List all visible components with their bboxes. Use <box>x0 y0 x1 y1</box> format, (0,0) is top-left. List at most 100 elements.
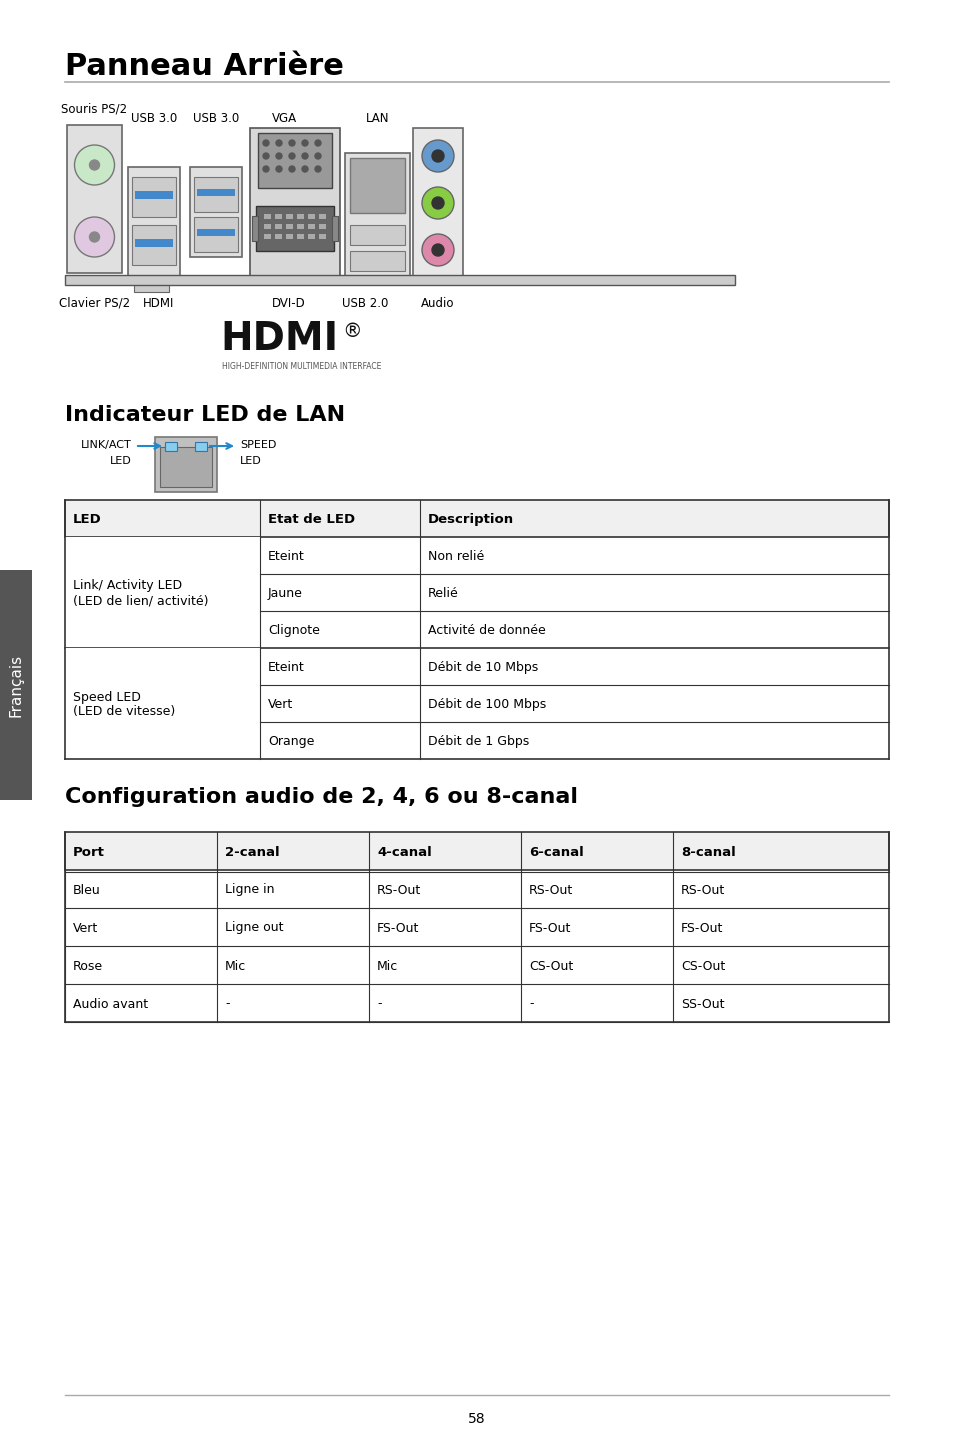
Bar <box>194 442 207 451</box>
Text: RS-Out: RS-Out <box>529 883 573 896</box>
Bar <box>264 225 271 229</box>
Bar <box>160 446 212 487</box>
Text: USB 3.0: USB 3.0 <box>193 112 239 124</box>
Text: HDMI: HDMI <box>220 321 337 358</box>
Bar <box>154 436 216 492</box>
Bar <box>332 216 337 240</box>
Text: HDMI: HDMI <box>143 298 174 311</box>
Text: -: - <box>529 997 533 1010</box>
Text: -: - <box>376 997 381 1010</box>
Text: 4-canal: 4-canal <box>376 846 432 859</box>
Bar <box>67 124 122 273</box>
Bar <box>318 215 326 219</box>
Circle shape <box>302 140 308 146</box>
Text: USB 3.0: USB 3.0 <box>131 112 177 124</box>
Circle shape <box>432 197 443 209</box>
Bar <box>252 216 257 240</box>
Circle shape <box>314 153 320 159</box>
Circle shape <box>421 235 454 266</box>
Circle shape <box>289 166 294 172</box>
Bar <box>135 190 172 199</box>
Bar <box>296 215 304 219</box>
Bar <box>318 235 326 239</box>
Bar <box>286 235 293 239</box>
Text: Panneau Arrière: Panneau Arrière <box>65 52 343 82</box>
Bar <box>296 225 304 229</box>
Text: Indicateur LED de LAN: Indicateur LED de LAN <box>65 405 345 425</box>
Bar <box>165 442 177 451</box>
Text: Speed LED
(LED de vitesse): Speed LED (LED de vitesse) <box>73 691 175 718</box>
Text: Orange: Orange <box>268 736 314 748</box>
Bar <box>286 225 293 229</box>
Text: Audio: Audio <box>421 298 455 311</box>
Bar <box>350 225 405 245</box>
Bar <box>65 499 888 537</box>
Circle shape <box>421 140 454 172</box>
Bar <box>196 189 234 196</box>
Circle shape <box>289 140 294 146</box>
Circle shape <box>302 153 308 159</box>
Text: FS-Out: FS-Out <box>376 922 419 934</box>
Text: LED: LED <box>240 456 261 467</box>
Circle shape <box>275 140 282 146</box>
Text: Ligne in: Ligne in <box>225 883 274 896</box>
Text: Clignote: Clignote <box>268 624 319 637</box>
Bar <box>65 537 260 648</box>
Text: Ligne out: Ligne out <box>225 922 283 934</box>
Circle shape <box>432 245 443 256</box>
Text: HIGH-DEFINITION MULTIMEDIA INTERFACE: HIGH-DEFINITION MULTIMEDIA INTERFACE <box>222 362 381 371</box>
Circle shape <box>74 145 114 185</box>
Bar <box>255 206 334 250</box>
Text: LED: LED <box>73 512 102 527</box>
Text: 6-canal: 6-canal <box>529 846 583 859</box>
Text: SPEED: SPEED <box>240 439 276 449</box>
Bar <box>318 225 326 229</box>
Text: -: - <box>225 997 230 1010</box>
Bar <box>345 153 410 278</box>
Text: Configuration audio de 2, 4, 6 ou 8-canal: Configuration audio de 2, 4, 6 ou 8-cana… <box>65 787 578 807</box>
Bar <box>196 229 234 236</box>
Circle shape <box>314 140 320 146</box>
Text: Rose: Rose <box>73 960 103 973</box>
Bar <box>190 167 242 258</box>
Text: DVI-D: DVI-D <box>272 298 306 311</box>
Circle shape <box>263 140 269 146</box>
Bar <box>286 215 293 219</box>
Text: CS-Out: CS-Out <box>529 960 573 973</box>
Text: LINK/ACT: LINK/ACT <box>81 439 132 449</box>
Circle shape <box>432 150 443 162</box>
Text: Débit de 100 Mbps: Débit de 100 Mbps <box>428 698 546 711</box>
Circle shape <box>74 218 114 258</box>
Bar <box>274 225 282 229</box>
Bar <box>350 250 405 270</box>
Text: Français: Français <box>9 654 24 717</box>
Bar <box>65 648 260 758</box>
Bar <box>193 177 237 212</box>
Bar <box>65 275 734 285</box>
Text: LED: LED <box>111 456 132 467</box>
Circle shape <box>302 166 308 172</box>
Text: Clavier PS/2: Clavier PS/2 <box>59 298 130 311</box>
Text: Vert: Vert <box>73 922 98 934</box>
Text: USB 2.0: USB 2.0 <box>342 298 388 311</box>
Circle shape <box>263 153 269 159</box>
Text: SS-Out: SS-Out <box>680 997 723 1010</box>
Bar <box>132 225 175 265</box>
Bar <box>65 831 888 870</box>
Circle shape <box>275 166 282 172</box>
Bar <box>250 127 339 278</box>
Text: 2-canal: 2-canal <box>225 846 279 859</box>
Text: Non relié: Non relié <box>428 550 484 562</box>
Text: Etat de LED: Etat de LED <box>268 512 355 527</box>
Text: CS-Out: CS-Out <box>680 960 724 973</box>
Text: Relié: Relié <box>428 587 458 600</box>
Text: FS-Out: FS-Out <box>529 922 571 934</box>
Bar <box>193 218 237 252</box>
Circle shape <box>289 153 294 159</box>
Bar <box>257 133 332 187</box>
Text: Jaune: Jaune <box>268 587 302 600</box>
Circle shape <box>90 160 99 170</box>
Text: LAN: LAN <box>365 112 389 124</box>
Text: Débit de 1 Gbps: Débit de 1 Gbps <box>428 736 529 748</box>
Bar <box>133 278 169 292</box>
